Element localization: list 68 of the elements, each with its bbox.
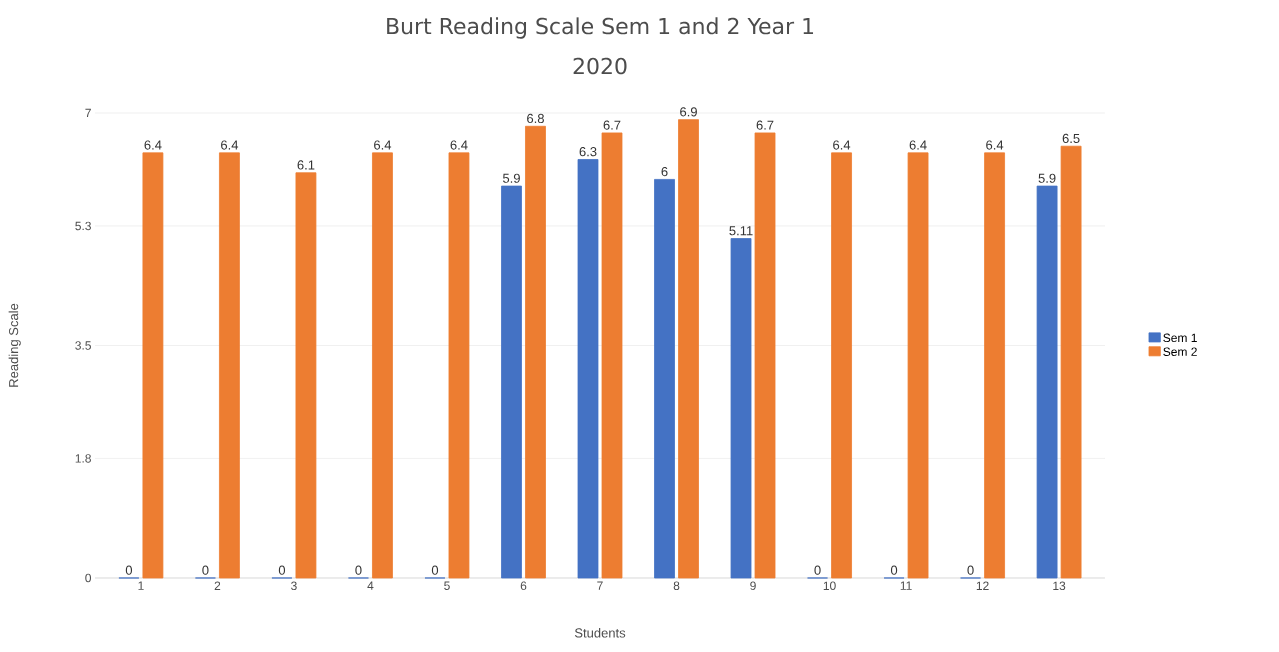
bar — [525, 125, 546, 579]
data-label: 0 — [431, 565, 439, 575]
data-label: 6.4 — [986, 140, 1004, 150]
y-tick-label: 5.3 — [75, 221, 91, 231]
data-label: 0 — [125, 565, 133, 575]
y-tick-label: 1.8 — [75, 454, 91, 463]
chart-title: Burt Reading Scale Sem 1 and 2 Year 1 — [387, 17, 814, 39]
bar — [601, 132, 623, 579]
data-label: 5.11 — [729, 226, 753, 236]
data-label: 0 — [355, 565, 362, 575]
bar — [142, 152, 164, 579]
bar — [295, 172, 317, 579]
x-tick-label: 1 — [138, 581, 144, 590]
data-label: 6.1 — [297, 160, 315, 170]
data-label: 5.9 — [1038, 173, 1056, 183]
data-label: 6 — [661, 167, 668, 177]
data-label: 0 — [814, 565, 821, 575]
data-label: 6.5 — [1062, 133, 1080, 144]
x-tick-label: 13 — [1053, 581, 1066, 591]
data-label: 6.4 — [144, 140, 162, 150]
x-tick-label: 7 — [597, 581, 603, 590]
x-tick-label: 12 — [976, 581, 989, 590]
bar — [907, 152, 929, 579]
data-label: 6.4 — [833, 140, 851, 150]
y-tick-label: 0 — [85, 573, 92, 583]
x-tick-label: 11 — [900, 581, 912, 590]
y-axis-title: Reading Scale — [8, 303, 21, 387]
legend-label: Sem 2 — [1163, 347, 1197, 356]
y-tick-label: 7 — [85, 108, 91, 118]
data-label: 6.8 — [527, 113, 544, 124]
bar — [678, 119, 699, 579]
y-tick-label: 3.5 — [75, 341, 91, 350]
bar — [372, 152, 393, 579]
x-tick-label: 10 — [823, 581, 836, 591]
bar — [501, 185, 522, 579]
data-label: 6.4 — [374, 140, 392, 150]
data-label: 0 — [890, 565, 898, 575]
x-axis-title: Students — [574, 628, 626, 638]
data-label: 6.4 — [221, 140, 239, 150]
x-tick-label: 5 — [444, 581, 450, 590]
data-label: 6.7 — [603, 120, 621, 130]
x-tick-label: 4 — [367, 581, 374, 590]
bar — [654, 179, 675, 579]
data-label: 0 — [278, 565, 286, 575]
data-label: 6.3 — [579, 147, 597, 157]
bar — [448, 152, 470, 579]
data-label: 0 — [202, 565, 209, 575]
bar — [730, 238, 752, 579]
x-tick-label: 9 — [750, 581, 756, 591]
data-label: 6.9 — [680, 107, 697, 117]
bar — [831, 152, 852, 579]
x-tick-label: 6 — [520, 581, 527, 591]
bar — [577, 159, 599, 579]
bar — [984, 152, 1005, 579]
bar — [754, 132, 776, 579]
data-label: 6.4 — [450, 140, 468, 150]
bar — [1036, 185, 1058, 579]
data-label: 6.4 — [909, 140, 927, 150]
x-tick-label: 2 — [214, 581, 221, 590]
data-label: 5.9 — [502, 173, 520, 183]
data-label: 6.7 — [756, 120, 774, 130]
bar — [1060, 145, 1082, 579]
data-label: 0 — [967, 565, 974, 575]
x-tick-label: 8 — [673, 581, 680, 591]
chart-subtitle: 2020 — [573, 57, 627, 75]
bar — [219, 152, 240, 579]
legend-label: Sem 1 — [1163, 333, 1197, 343]
x-tick-label: 3 — [291, 581, 297, 591]
